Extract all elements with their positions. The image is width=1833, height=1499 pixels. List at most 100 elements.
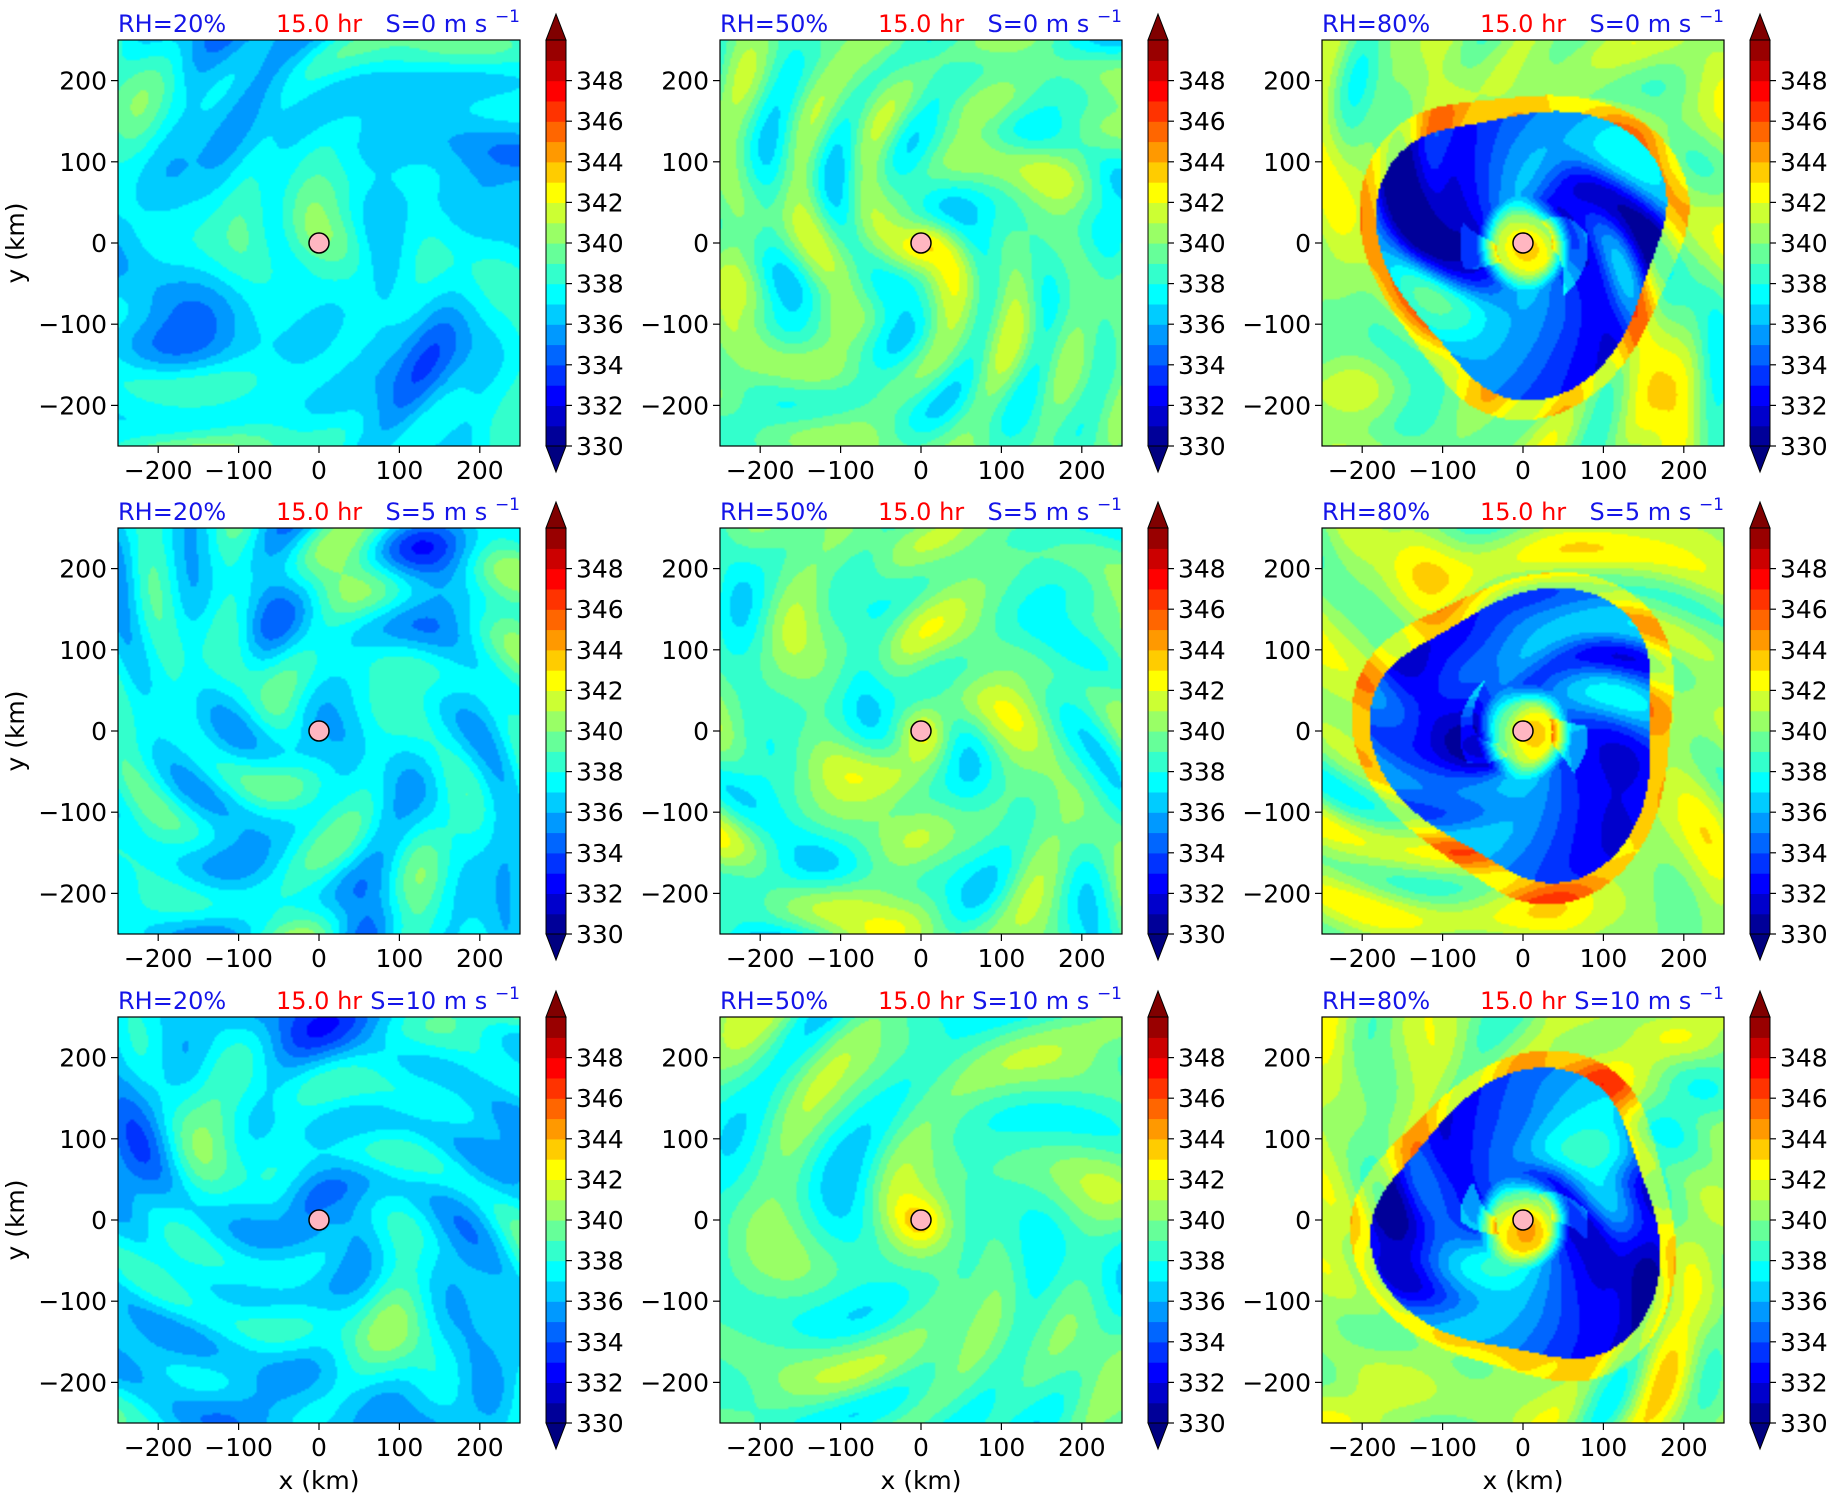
colorbar-segment [1750, 751, 1770, 773]
colorbar-segment [546, 405, 566, 427]
y-tick-label: 0 [91, 717, 107, 746]
colorbar-tick-label: 336 [1178, 1287, 1226, 1316]
colorbar-extend-min [1147, 1422, 1169, 1451]
y-tick-label: 0 [1295, 229, 1311, 258]
colorbar-segment [1750, 1280, 1770, 1302]
colorbar-tick-label: 330 [1780, 1409, 1828, 1438]
x-tick-label: 200 [1058, 944, 1106, 973]
colorbar-tick-label: 334 [1178, 839, 1226, 868]
colorbar-tick-label: 340 [1780, 1206, 1828, 1235]
colorbar-segment [1750, 121, 1770, 143]
time-label: 15.0 hr [276, 10, 362, 38]
colorbar-segment [1148, 690, 1168, 712]
colorbar-tick-label: 332 [1780, 1368, 1828, 1397]
colorbar-extend-min [545, 445, 567, 474]
colorbar-segment [1750, 670, 1770, 691]
colorbar-segment [546, 202, 566, 224]
colorbar-segment [546, 222, 566, 244]
colorbar-segment [1148, 100, 1168, 122]
x-tick-label: 0 [913, 456, 929, 485]
colorbar-segment [546, 324, 566, 346]
colorbar-tick-label: 334 [1178, 1328, 1226, 1357]
panel-rh50-s5: −200 −100 0 100 200 −200 −100 0 100 200 RH=50% 15.0… [640, 495, 1225, 973]
y-tick-label: −200 [640, 391, 709, 420]
colorbar-segment [1148, 303, 1168, 325]
colorbar-segment [1750, 649, 1770, 671]
colorbar-tick-label: 336 [576, 310, 624, 339]
colorbar-tick-label: 346 [1178, 1084, 1226, 1113]
colorbar-segment [546, 80, 566, 102]
colorbar-tick-label: 336 [1780, 310, 1828, 339]
x-tick-label: 200 [456, 456, 504, 485]
colorbar-segment [1148, 528, 1168, 549]
colorbar-extend-min [1749, 1422, 1771, 1451]
colorbar-segment [1148, 1260, 1168, 1282]
colorbar-segment [546, 1240, 566, 1262]
colorbar-tick-label: 332 [1780, 879, 1828, 908]
x-tick-label: −200 [726, 1433, 795, 1462]
colorbar-tick-label: 342 [1780, 676, 1828, 705]
panel-rh80-s10: −200 −100 0 100 200 −200 −100 0 100 200 x (km) RH=8… [1242, 984, 1827, 1495]
colorbar-segment [546, 243, 566, 264]
rh-label: RH=20% [118, 10, 226, 38]
x-tick-label: −100 [806, 456, 875, 485]
x-tick-label: 200 [1660, 944, 1708, 973]
colorbar-segment [546, 548, 566, 570]
colorbar-segment [546, 528, 566, 549]
colorbar-segment [1750, 303, 1770, 325]
colorbar-segment [1750, 1362, 1770, 1383]
y-tick-label: −100 [38, 798, 107, 827]
x-tick-label: 100 [1580, 1433, 1628, 1462]
colorbar-segment [1750, 588, 1770, 610]
colorbar-segment [1750, 629, 1770, 651]
panel-rh80-s0: −200 −100 0 100 200 −200 −100 0 100 200 RH=80% 15.0… [1242, 7, 1827, 485]
y-tick-label: −100 [1242, 1287, 1311, 1316]
colorbar-segment [1148, 141, 1168, 163]
colorbar-tick-label: 332 [1178, 391, 1226, 420]
colorbar-tick-label: 340 [1178, 717, 1226, 746]
x-tick-label: 0 [913, 944, 929, 973]
colorbar-segment [1148, 751, 1168, 773]
colorbar-tick-label: 334 [1780, 351, 1828, 380]
colorbar-extend-max [545, 12, 567, 41]
colorbar-segment [1148, 80, 1168, 102]
storm-center-marker [308, 720, 330, 742]
colorbar-segment [546, 629, 566, 651]
colorbar-segment [546, 1220, 566, 1241]
colorbar-extend-max [1147, 500, 1169, 529]
colorbar-segment [1750, 1382, 1770, 1404]
colorbar-tick-label: 340 [1780, 717, 1828, 746]
y-tick-label: −100 [640, 310, 709, 339]
colorbar-segment [1148, 588, 1168, 610]
colorbar-segment [1750, 1138, 1770, 1160]
y-tick-label: 100 [1263, 636, 1311, 665]
colorbar-tick-label: 346 [1178, 107, 1226, 136]
y-tick-label: 100 [59, 636, 107, 665]
x-tick-label: −200 [726, 944, 795, 973]
colorbar-segment [1750, 1098, 1770, 1120]
colorbar-segment [1148, 852, 1168, 874]
panel-rh20-s0: −200 −100 0 100 200 −200 −100 0 100 200 y (km) RH=2… [1, 7, 624, 485]
x-tick-label: −200 [1328, 1433, 1397, 1462]
colorbar-tick-label: 334 [576, 839, 624, 868]
colorbar-extend-min [1749, 933, 1771, 962]
x-tick-label: −100 [806, 1433, 875, 1462]
colorbar-segment [546, 771, 566, 793]
x-tick-label: 100 [978, 456, 1026, 485]
y-tick-label: −200 [1242, 879, 1311, 908]
colorbar-extend-max [545, 500, 567, 529]
colorbar-segment [1750, 222, 1770, 244]
colorbar-segment [1148, 1057, 1168, 1079]
colorbar-segment [546, 141, 566, 163]
colorbar-segment [1148, 202, 1168, 224]
colorbar-segment [1750, 405, 1770, 427]
colorbar-tick-label: 336 [1178, 310, 1226, 339]
y-tick-label: −100 [640, 798, 709, 827]
colorbar-segment [1750, 1159, 1770, 1180]
colorbar-tick-label: 344 [1178, 148, 1226, 177]
colorbar-segment [1750, 161, 1770, 183]
time-label: 15.0 hr [276, 987, 362, 1015]
y-tick-label: 200 [59, 67, 107, 96]
colorbar-tick-label: 330 [576, 920, 624, 949]
